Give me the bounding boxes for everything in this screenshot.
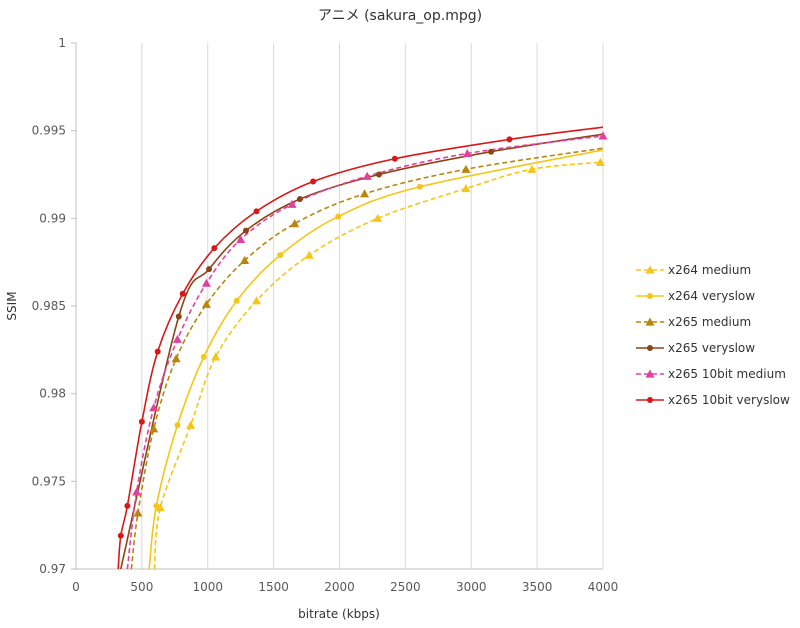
x-tick-label: 2000: [324, 580, 355, 594]
y-tick-label: 0.975: [32, 474, 66, 488]
data-point: [124, 502, 131, 509]
data-point: [149, 424, 159, 433]
data-point: [179, 290, 186, 297]
legend: x264 medium x264 veryslow x265 medium x265 …: [636, 263, 790, 407]
data-point: [155, 503, 165, 512]
data-point: [287, 199, 297, 208]
data-point: [153, 502, 160, 509]
legend-swatch-marker: [645, 369, 655, 378]
data-point: [233, 297, 240, 304]
data-point: [133, 508, 143, 517]
y-tick-label: 0.99: [39, 211, 66, 225]
data-point: [154, 348, 161, 355]
data-point: [527, 164, 537, 173]
axes: [71, 42, 603, 570]
legend-swatch-marker: [647, 293, 653, 299]
legend-swatch-marker: [647, 397, 653, 403]
data-point: [200, 353, 207, 360]
x-tick-label: 0: [72, 580, 80, 594]
x-axis-label: bitrate (kbps): [298, 607, 380, 621]
legend-swatch-marker: [645, 317, 655, 326]
legend-swatch-marker: [645, 265, 655, 274]
legend-entry: x264 veryslow: [668, 289, 755, 303]
data-point: [373, 213, 383, 222]
legend-entry: x264 medium: [668, 263, 751, 277]
y-tick-label: 1: [58, 36, 66, 50]
x-tick-label: 500: [130, 580, 153, 594]
data-point: [462, 148, 472, 158]
data-point: [304, 250, 314, 259]
data-point: [132, 487, 142, 496]
data-point: [296, 196, 303, 203]
data-point: [310, 178, 317, 185]
x-tick-label: 2500: [390, 580, 421, 594]
legend-entry: x265 10bit medium: [668, 367, 786, 381]
y-tick-label: 0.985: [32, 299, 66, 313]
series-line-2: [130, 147, 603, 569]
series-line-4: [126, 135, 603, 569]
data-point: [506, 136, 513, 143]
data-point: [277, 252, 284, 259]
data-point: [138, 418, 145, 425]
y-axis-label: SSIM: [5, 291, 19, 320]
data-point: [240, 255, 250, 265]
data-point: [206, 266, 213, 273]
data-point: [598, 131, 608, 140]
x-tick-label: 1500: [258, 580, 289, 594]
data-point: [172, 334, 182, 343]
legend-entry: x265 veryslow: [668, 341, 755, 355]
data-point: [461, 184, 471, 193]
data-point: [416, 183, 423, 190]
data-point: [171, 354, 181, 363]
data-point: [251, 296, 261, 305]
data-point: [290, 219, 300, 228]
data-point: [253, 208, 260, 215]
data-point: [175, 313, 182, 320]
data-point: [236, 234, 246, 243]
y-tick-label: 0.98: [39, 387, 66, 401]
x-tick-label: 4000: [588, 580, 619, 594]
x-tick-label: 3500: [522, 580, 553, 594]
data-point: [211, 245, 218, 252]
data-point: [595, 157, 605, 166]
data-point: [335, 213, 342, 220]
data-point: [186, 420, 196, 429]
tick-labels: 0.97 0.975 0.98 0.985 0.99 0.995 1 0 500 1000 1500…: [32, 36, 619, 594]
y-tick-label: 0.995: [32, 124, 66, 138]
data-point: [149, 403, 159, 412]
data-point: [461, 164, 471, 173]
x-tick-label: 1000: [192, 580, 223, 594]
series-line-3: [120, 133, 603, 569]
data-point: [201, 278, 211, 287]
legend-entry: x265 medium: [668, 315, 751, 329]
y-tick-label: 0.97: [39, 562, 66, 576]
data-point: [201, 299, 211, 308]
data-point: [391, 155, 398, 162]
data-point: [211, 352, 221, 361]
data-point: [360, 189, 370, 198]
chart-title: アニメ (sakura_op.mpg): [318, 8, 482, 24]
data-point: [376, 171, 383, 178]
legend-swatch-marker: [647, 345, 653, 351]
data-point: [242, 227, 249, 234]
data-point: [117, 532, 124, 539]
data-point: [174, 422, 181, 429]
data-point: [362, 171, 372, 180]
series-markers: [117, 131, 608, 539]
x-tick-label: 3000: [456, 580, 487, 594]
data-point: [488, 148, 495, 155]
legend-entry: x265 10bit veryslow: [668, 393, 790, 407]
